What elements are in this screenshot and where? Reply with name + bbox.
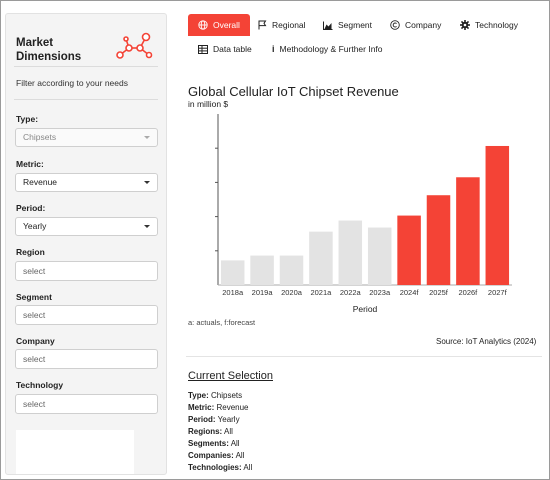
- tab-company[interactable]: Company: [390, 14, 441, 36]
- chart-title: Global Cellular IoT Chipset Revenue: [188, 84, 399, 99]
- sidebar-divider-top: [14, 66, 158, 67]
- segment-input[interactable]: select: [15, 305, 158, 325]
- company-label: Company: [16, 336, 55, 346]
- copyright-icon: [390, 20, 400, 30]
- tab-technology-label: Technology: [475, 20, 519, 30]
- selection-key: Metric:: [188, 403, 215, 412]
- selection-row-segments: Segments: All: [188, 438, 252, 450]
- segment-label: Segment: [16, 292, 52, 302]
- type-select-value: Chipsets: [23, 132, 57, 142]
- chevron-down-icon: [144, 181, 150, 184]
- gear-icon: [460, 20, 470, 30]
- type-label: Type:: [16, 114, 39, 124]
- current-selection-list: Type: Chipsets Metric: Revenue Period: Y…: [188, 390, 252, 474]
- chart-subtitle: in million $: [188, 99, 229, 109]
- tab-segment-label: Segment: [338, 20, 373, 30]
- selection-row-companies: Companies: All: [188, 450, 252, 462]
- selection-key: Type:: [188, 391, 209, 400]
- tab-data-table-label: Data table: [213, 44, 252, 54]
- technology-label: Technology: [16, 380, 64, 390]
- period-label: Period:: [16, 203, 46, 213]
- period-select-value: Yearly: [23, 221, 47, 231]
- selection-value: All: [243, 463, 253, 472]
- tab-data-table[interactable]: Data table: [198, 38, 252, 60]
- selection-row-type: Type: Chipsets: [188, 390, 252, 402]
- tab-segment[interactable]: Segment: [323, 14, 372, 36]
- network-logo-icon: [116, 32, 153, 59]
- selection-key: Regions:: [188, 427, 223, 436]
- tab-company-label: Company: [405, 20, 442, 30]
- sidebar-divider: [14, 99, 158, 100]
- selection-value: Revenue: [216, 403, 249, 412]
- selection-value: All: [230, 439, 240, 448]
- technology-input[interactable]: select: [15, 394, 158, 414]
- selection-value: Yearly: [217, 415, 240, 424]
- metric-select[interactable]: Revenue: [15, 173, 158, 192]
- flag-icon: [258, 20, 267, 30]
- info-icon: i: [272, 44, 275, 54]
- metric-label: Metric:: [16, 159, 44, 169]
- tab-regional-label: Regional: [272, 20, 306, 30]
- filter-note: Filter according to your needs: [16, 78, 128, 88]
- globe-icon: [198, 20, 208, 30]
- selection-key: Technologies:: [188, 463, 242, 472]
- selection-key: Segments:: [188, 439, 229, 448]
- table-icon: [198, 44, 208, 54]
- brand-line-1: Market: [16, 37, 54, 49]
- tab-overall[interactable]: Overall: [188, 14, 250, 36]
- tab-methodology[interactable]: i Methodology & Further Info: [272, 38, 383, 60]
- tab-regional[interactable]: Regional: [258, 14, 306, 36]
- current-selection-title: Current Selection: [188, 370, 273, 382]
- tab-methodology-label: Methodology & Further Info: [279, 44, 383, 54]
- filter-sidebar: Market Dimensions Filter according to yo…: [5, 13, 167, 475]
- chevron-down-icon: [144, 225, 150, 228]
- selection-value: Chipsets: [210, 391, 243, 400]
- company-input[interactable]: select: [15, 349, 158, 369]
- source-note: Source: IoT Analytics (2024): [436, 337, 537, 346]
- selection-row-regions: Regions: All: [188, 426, 252, 438]
- selection-key: Companies:: [188, 451, 234, 460]
- type-select[interactable]: Chipsets: [15, 128, 158, 147]
- section-divider: [186, 356, 542, 357]
- selection-key: Period:: [188, 415, 216, 424]
- metric-select-value: Revenue: [23, 177, 58, 187]
- brand-line-2: Dimensions: [16, 51, 82, 63]
- tab-technology[interactable]: Technology: [460, 14, 518, 36]
- brand-title: Market Dimensions: [16, 36, 81, 64]
- chart-footnote: a: actuals, f:forecast: [188, 318, 256, 327]
- redacted-area: [16, 430, 134, 474]
- chevron-down-icon: [144, 136, 150, 139]
- selection-row-technologies: Technologies: All: [188, 462, 252, 474]
- period-select[interactable]: Yearly: [15, 217, 158, 236]
- tab-overall-label: Overall: [213, 20, 240, 30]
- region-label: Region: [16, 247, 45, 257]
- area-chart-icon: [323, 21, 333, 30]
- selection-value: All: [224, 427, 233, 436]
- region-input[interactable]: select: [15, 261, 158, 281]
- selection-row-metric: Metric: Revenue: [188, 402, 252, 414]
- selection-value: All: [235, 451, 245, 460]
- selection-row-period: Period: Yearly: [188, 414, 252, 426]
